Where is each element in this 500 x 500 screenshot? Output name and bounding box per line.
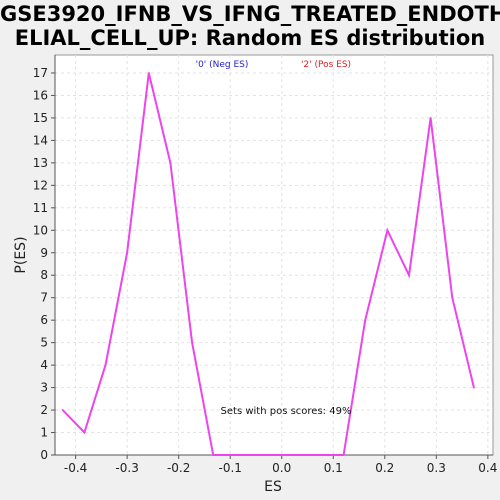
data-point xyxy=(386,229,388,231)
x-tick-label: -0.4 xyxy=(64,461,87,475)
y-tick-label: 14 xyxy=(33,133,48,147)
y-tick-label: 9 xyxy=(40,246,48,260)
data-point xyxy=(256,454,258,456)
data-point xyxy=(105,364,107,366)
legend-pos-es: '2' (Pos ES) xyxy=(301,60,351,70)
y-tick-label: 12 xyxy=(33,178,48,192)
data-point xyxy=(234,454,236,456)
data-point xyxy=(148,72,150,74)
x-tick-label: -0.1 xyxy=(218,461,241,475)
data-point xyxy=(473,387,475,389)
data-point xyxy=(364,319,366,321)
data-point xyxy=(62,409,64,411)
plot-area xyxy=(55,55,493,455)
data-point xyxy=(451,297,453,299)
x-tick-label: -0.3 xyxy=(115,461,138,475)
x-tick-label: 0.0 xyxy=(272,461,291,475)
data-point xyxy=(299,454,301,456)
data-point xyxy=(191,342,193,344)
y-tick-label: 1 xyxy=(40,426,48,440)
y-tick-label: 10 xyxy=(33,223,48,237)
y-tick-label: 8 xyxy=(40,268,48,282)
data-point xyxy=(408,274,410,276)
y-tick-label: 13 xyxy=(33,156,48,170)
data-point xyxy=(343,454,345,456)
y-tick-label: 2 xyxy=(40,403,48,417)
data-point xyxy=(430,117,432,119)
y-tick-label: 7 xyxy=(40,291,48,305)
y-tick-label: 16 xyxy=(33,88,48,102)
data-point xyxy=(277,454,279,456)
data-point xyxy=(83,432,85,434)
data-point xyxy=(212,454,214,456)
x-tick-label: 0.2 xyxy=(375,461,394,475)
data-point xyxy=(170,162,172,164)
x-tick-label: -0.2 xyxy=(167,461,190,475)
y-tick-label: 0 xyxy=(40,448,48,462)
y-tick-label: 11 xyxy=(33,201,48,215)
data-point xyxy=(126,252,128,254)
legend-neg-es: '0' (Neg ES) xyxy=(196,60,249,70)
y-tick-label: 3 xyxy=(40,381,48,395)
y-tick-label: 15 xyxy=(33,111,48,125)
x-axis-title: ES xyxy=(264,479,282,495)
x-tick-label: 0.3 xyxy=(427,461,446,475)
y-tick-label: 4 xyxy=(40,358,48,372)
y-tick-label: 6 xyxy=(40,313,48,327)
annotation-pos-scores: Sets with pos scores: 49% xyxy=(221,406,352,417)
y-tick-label: 5 xyxy=(40,336,48,350)
y-tick-label: 17 xyxy=(33,66,48,80)
x-tick-label: 0.1 xyxy=(324,461,343,475)
data-point xyxy=(321,454,323,456)
y-axis-title: P(ES) xyxy=(13,236,29,273)
x-tick-label: 0.4 xyxy=(478,461,497,475)
